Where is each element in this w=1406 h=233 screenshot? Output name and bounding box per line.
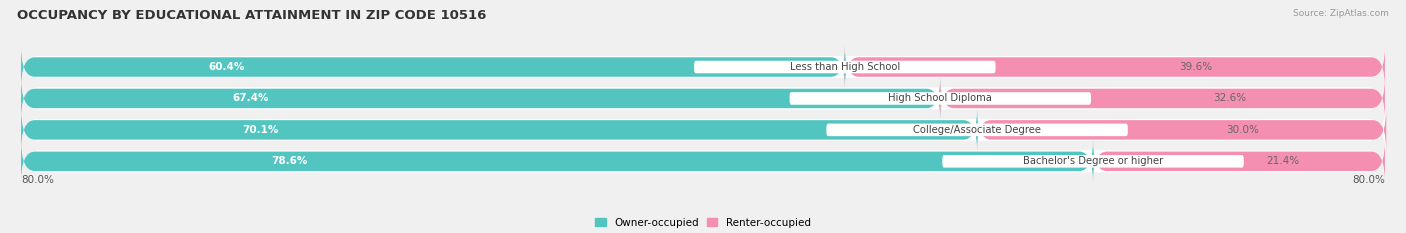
FancyBboxPatch shape — [21, 108, 977, 152]
Text: 80.0%: 80.0% — [1353, 175, 1385, 185]
Text: 67.4%: 67.4% — [232, 93, 269, 103]
FancyBboxPatch shape — [790, 92, 1091, 105]
Legend: Owner-occupied, Renter-occupied: Owner-occupied, Renter-occupied — [595, 218, 811, 228]
FancyBboxPatch shape — [21, 72, 1385, 125]
FancyBboxPatch shape — [21, 140, 1092, 183]
Text: 80.0%: 80.0% — [21, 175, 53, 185]
FancyBboxPatch shape — [21, 135, 1385, 188]
Text: High School Diploma: High School Diploma — [889, 93, 993, 103]
Text: College/Associate Degree: College/Associate Degree — [912, 125, 1040, 135]
FancyBboxPatch shape — [695, 61, 995, 73]
Text: 70.1%: 70.1% — [242, 125, 278, 135]
Text: Less than High School: Less than High School — [790, 62, 900, 72]
FancyBboxPatch shape — [827, 123, 1128, 136]
Text: 21.4%: 21.4% — [1267, 156, 1299, 166]
FancyBboxPatch shape — [941, 77, 1385, 120]
FancyBboxPatch shape — [977, 108, 1386, 152]
Text: OCCUPANCY BY EDUCATIONAL ATTAINMENT IN ZIP CODE 10516: OCCUPANCY BY EDUCATIONAL ATTAINMENT IN Z… — [17, 9, 486, 22]
FancyBboxPatch shape — [21, 40, 1385, 94]
Text: 39.6%: 39.6% — [1180, 62, 1212, 72]
FancyBboxPatch shape — [21, 103, 1385, 157]
Text: 32.6%: 32.6% — [1213, 93, 1246, 103]
Text: Source: ZipAtlas.com: Source: ZipAtlas.com — [1294, 9, 1389, 18]
Text: Bachelor's Degree or higher: Bachelor's Degree or higher — [1024, 156, 1163, 166]
Text: 60.4%: 60.4% — [209, 62, 245, 72]
FancyBboxPatch shape — [1092, 140, 1385, 183]
Text: 78.6%: 78.6% — [271, 156, 308, 166]
Text: 30.0%: 30.0% — [1226, 125, 1260, 135]
FancyBboxPatch shape — [845, 45, 1385, 89]
FancyBboxPatch shape — [21, 45, 845, 89]
FancyBboxPatch shape — [942, 155, 1244, 168]
FancyBboxPatch shape — [21, 77, 941, 120]
